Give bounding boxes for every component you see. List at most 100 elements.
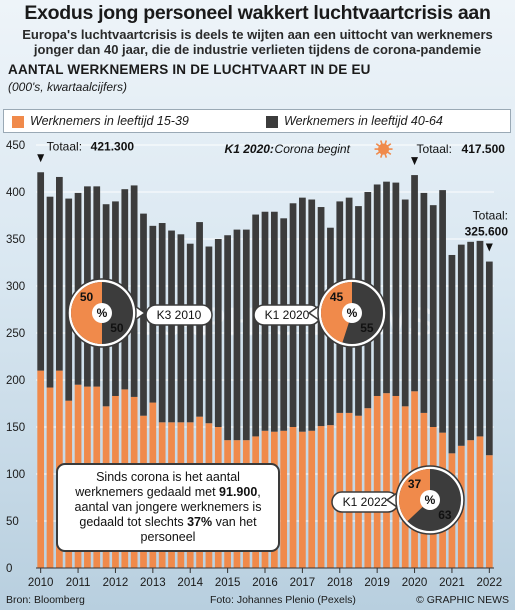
bar-young bbox=[485, 455, 493, 568]
summary-callout: Sinds corona is het aantal werknemers ge… bbox=[56, 463, 280, 552]
bar-old bbox=[420, 192, 428, 413]
bar-old bbox=[130, 185, 138, 397]
virus-icon-spike bbox=[380, 140, 383, 145]
bar-old bbox=[383, 181, 390, 394]
pie-center bbox=[342, 303, 362, 323]
total-marker bbox=[37, 154, 45, 163]
y-tick-label: 100 bbox=[6, 469, 25, 481]
legend-label-young: Werknemers in leeftijd 15-39 bbox=[30, 114, 189, 128]
pie-slice-young bbox=[320, 282, 352, 343]
bar-old bbox=[439, 190, 446, 433]
subtitle-line-2: jonger dan 40 jaar, die de industrie ver… bbox=[33, 42, 482, 57]
bar-old bbox=[242, 229, 250, 441]
callout-text-3: van het personeel bbox=[140, 515, 257, 544]
legend-swatch-young bbox=[12, 116, 24, 128]
bar-old bbox=[233, 229, 241, 441]
chart-ylabel: AANTAL WERKNEMERS IN DE LUCHTVAART IN DE… bbox=[8, 62, 371, 77]
bar-old bbox=[177, 234, 185, 423]
bar-young bbox=[327, 425, 334, 568]
x-tick-label: 2019 bbox=[364, 577, 390, 589]
bar-young bbox=[345, 412, 353, 568]
pie-value-old: 55 bbox=[360, 321, 374, 335]
bar-old bbox=[65, 198, 73, 401]
bar-young bbox=[364, 408, 372, 568]
y-tick-label: 450 bbox=[6, 140, 25, 152]
pie-label: K1 2020 bbox=[265, 308, 310, 322]
total-prefix: Totaal: bbox=[473, 209, 508, 223]
pie-value-young: 45 bbox=[330, 290, 344, 304]
total-marker bbox=[411, 157, 419, 166]
virus-icon bbox=[378, 143, 390, 155]
bar-old bbox=[457, 244, 465, 446]
bar-young bbox=[317, 426, 325, 568]
bar-old bbox=[214, 239, 222, 427]
y-tick-label: 150 bbox=[6, 422, 25, 434]
x-tick-label: 2014 bbox=[177, 577, 203, 589]
total-value: 325.600 bbox=[465, 225, 509, 239]
y-tick-label: 0 bbox=[6, 563, 12, 575]
y-tick-label: 50 bbox=[6, 516, 19, 528]
x-tick-label: 2020 bbox=[402, 577, 428, 589]
pie-slice-young bbox=[399, 469, 430, 522]
bar-old bbox=[168, 230, 175, 423]
pie-percent-sign: % bbox=[347, 306, 358, 320]
virus-icon-spike bbox=[387, 151, 392, 156]
legend-swatch-old bbox=[266, 116, 278, 128]
pie-label: K1 2022 bbox=[343, 495, 388, 509]
pie-value-old: 50 bbox=[110, 321, 124, 335]
virus-icon-spike bbox=[375, 151, 380, 156]
bar-old bbox=[476, 240, 484, 437]
pie-label-box bbox=[145, 304, 213, 326]
bar-old bbox=[448, 254, 456, 454]
callout-number: 91.900 bbox=[219, 485, 258, 499]
callout-text-1: Sinds corona is het aantal werknemers ge… bbox=[75, 470, 240, 499]
legend: Werknemers in leeftijd 15-39 Werknemers … bbox=[3, 109, 511, 133]
bar-young bbox=[299, 431, 306, 568]
bar-young bbox=[37, 370, 45, 568]
y-tick-label: 250 bbox=[6, 328, 25, 340]
total-prefix: Totaal: bbox=[417, 142, 452, 156]
y-tick-label: 400 bbox=[6, 187, 25, 199]
bar-young bbox=[336, 412, 344, 568]
pie-percent-sign: % bbox=[97, 306, 108, 320]
bar-old bbox=[46, 196, 54, 388]
bar-old bbox=[224, 235, 231, 441]
pie-slice-young bbox=[71, 282, 102, 344]
bar-old bbox=[401, 199, 409, 407]
x-tick-label: 2011 bbox=[66, 577, 91, 589]
bar-young bbox=[46, 387, 54, 568]
photo-credit: Foto: Johannes Plenio (Pexels) bbox=[210, 594, 356, 606]
virus-icon-spike bbox=[375, 143, 380, 147]
total-value: 417.500 bbox=[462, 142, 506, 156]
bar-young bbox=[392, 395, 400, 568]
x-tick-label: 2012 bbox=[103, 577, 129, 589]
total-value: 421.300 bbox=[91, 139, 135, 153]
corona-text: Corona begint bbox=[275, 142, 351, 156]
bar-old bbox=[205, 246, 213, 424]
bar-old bbox=[37, 172, 45, 371]
bar-young bbox=[289, 427, 297, 568]
bar-old bbox=[186, 243, 194, 423]
virus-icon-spike bbox=[387, 143, 392, 147]
x-tick-label: 2017 bbox=[290, 577, 316, 589]
bar-old bbox=[56, 176, 63, 371]
legend-label-old: Werknemers in leeftijd 40-64 bbox=[284, 114, 443, 128]
bar-old bbox=[429, 205, 437, 427]
bar-young bbox=[308, 430, 316, 568]
virus-icon-spike bbox=[384, 153, 388, 158]
brand-credit: © GRAPHIC NEWS bbox=[416, 594, 509, 606]
callout-percent: 37% bbox=[187, 515, 213, 529]
x-tick-label: 2013 bbox=[140, 577, 166, 589]
pie-value-young: 37 bbox=[408, 477, 422, 491]
y-tick-label: 350 bbox=[6, 234, 25, 246]
x-tick-label: 2010 bbox=[28, 577, 54, 589]
x-tick-label: 2021 bbox=[439, 577, 465, 589]
bar-young bbox=[476, 436, 484, 568]
y-tick-label: 300 bbox=[6, 281, 25, 293]
bar-old bbox=[411, 175, 418, 392]
pie-value-young: 50 bbox=[80, 290, 94, 304]
x-tick-label: 2018 bbox=[327, 577, 353, 589]
x-tick-label: 2022 bbox=[477, 577, 503, 589]
bar-old bbox=[392, 182, 400, 396]
